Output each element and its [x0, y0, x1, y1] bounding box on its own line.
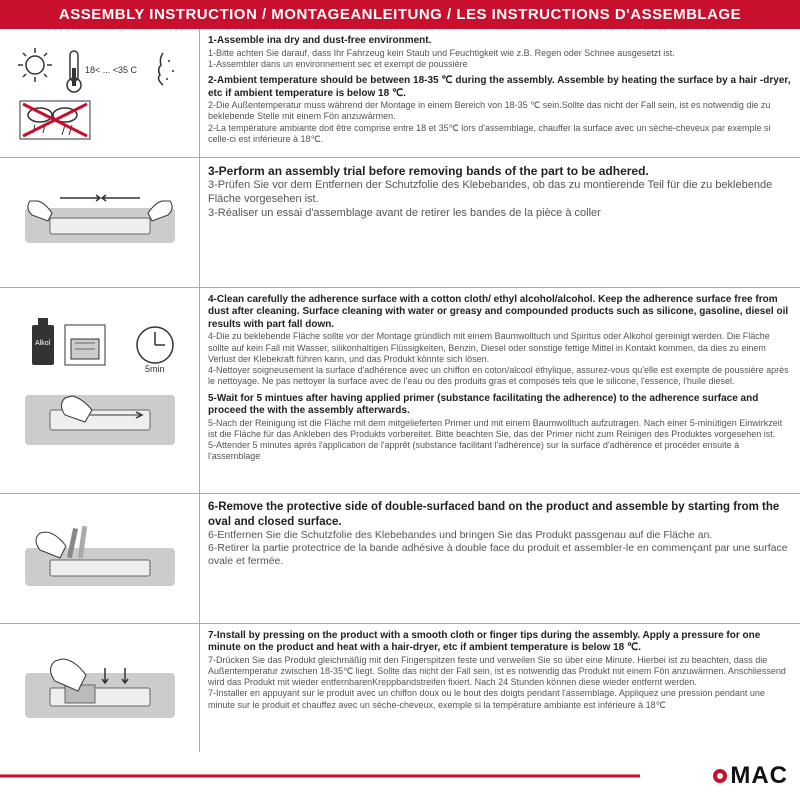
- row-step-3: 3-Perform an assembly trial before remov…: [0, 158, 800, 287]
- step2-de: 2-Die Außentemperatur muss während der M…: [208, 100, 792, 123]
- step6-fr: 6-Retirer la partie protectrice de la ba…: [208, 542, 792, 568]
- step4-fr: 4-Nettoyer soigneusement la surface d'ad…: [208, 365, 792, 388]
- brand-logo: MAC: [713, 762, 788, 790]
- step4-en: 4-Clean carefully the adherence surface …: [208, 294, 792, 332]
- step3-en: 3-Perform an assembly trial before remov…: [208, 164, 792, 179]
- step4-de: 4-Die zu beklebende Fläche sollte vor de…: [208, 331, 792, 365]
- text-step-1-2: 1-Assemble ina dry and dust-free environ…: [200, 29, 800, 157]
- row-step-7: 7-Install by pressing on the product wit…: [0, 624, 800, 752]
- step7-en: 7-Install by pressing on the product wit…: [208, 630, 792, 655]
- footer-red-bar: [0, 774, 640, 777]
- logo-dot-icon: [713, 769, 727, 783]
- logo-text: MAC: [730, 762, 788, 790]
- illustration-press: [0, 624, 200, 752]
- step1-fr: 1-Assembler dans un environnement sec et…: [208, 59, 792, 70]
- row-step-4-5: Alkol 5min 4-Clean carefully the adheren…: [0, 288, 800, 494]
- header-title: ASSEMBLY INSTRUCTION / MONTAGEANLEITUNG …: [0, 0, 800, 29]
- illustration-trial: [0, 158, 200, 286]
- illustration-remove-band: [0, 494, 200, 622]
- illustration-clean: Alkol 5min: [0, 288, 200, 493]
- step7-de: 7-Drücken Sie das Produkt gleichmäßig mi…: [208, 655, 792, 689]
- text-step-4-5: 4-Clean carefully the adherence surface …: [200, 288, 800, 493]
- step2-fr: 2-La température ambiante doit être comp…: [208, 123, 792, 146]
- step3-de: 3-Prüfen Sie vor dem Entfernen der Schut…: [208, 179, 792, 207]
- temp-range-label: 18< ... <35 C: [85, 65, 138, 75]
- step5-en: 5-Wait for 5 mintues after having applie…: [208, 393, 792, 418]
- step5-fr: 5-Attender 5 minutes après l'application…: [208, 440, 792, 463]
- text-step-7: 7-Install by pressing on the product wit…: [200, 624, 800, 752]
- step3-fr: 3-Réaliser un essai d'assemblage avant d…: [208, 207, 792, 221]
- illustration-environment: 18< ... <35 C: [0, 29, 200, 157]
- step7-fr: 7-Installer en appuyant sur le produit a…: [208, 688, 792, 711]
- row-step-1-2: 18< ... <35 C 1-Assemble ina dry and dus…: [0, 29, 800, 158]
- bottle-label: Alkol: [35, 340, 51, 347]
- timer-label: 5min: [145, 364, 165, 374]
- text-step-6: 6-Remove the protective side of double-s…: [200, 494, 800, 622]
- step6-de: 6-Entfernen Sie die Schutzfolie des Kleb…: [208, 529, 792, 542]
- step1-de: 1-Bitte achten Sie darauf, dass Ihr Fahr…: [208, 48, 792, 59]
- step6-en: 6-Remove the protective side of double-s…: [208, 500, 792, 529]
- step5-de: 5-Nach der Reinigung ist die Fläche mit …: [208, 418, 792, 441]
- step1-en: 1-Assemble ina dry and dust-free environ…: [208, 35, 792, 48]
- text-step-3: 3-Perform an assembly trial before remov…: [200, 158, 800, 286]
- row-step-6: 6-Remove the protective side of double-s…: [0, 494, 800, 623]
- footer: MAC: [0, 752, 800, 800]
- step2-en: 2-Ambient temperature should be between …: [208, 75, 792, 100]
